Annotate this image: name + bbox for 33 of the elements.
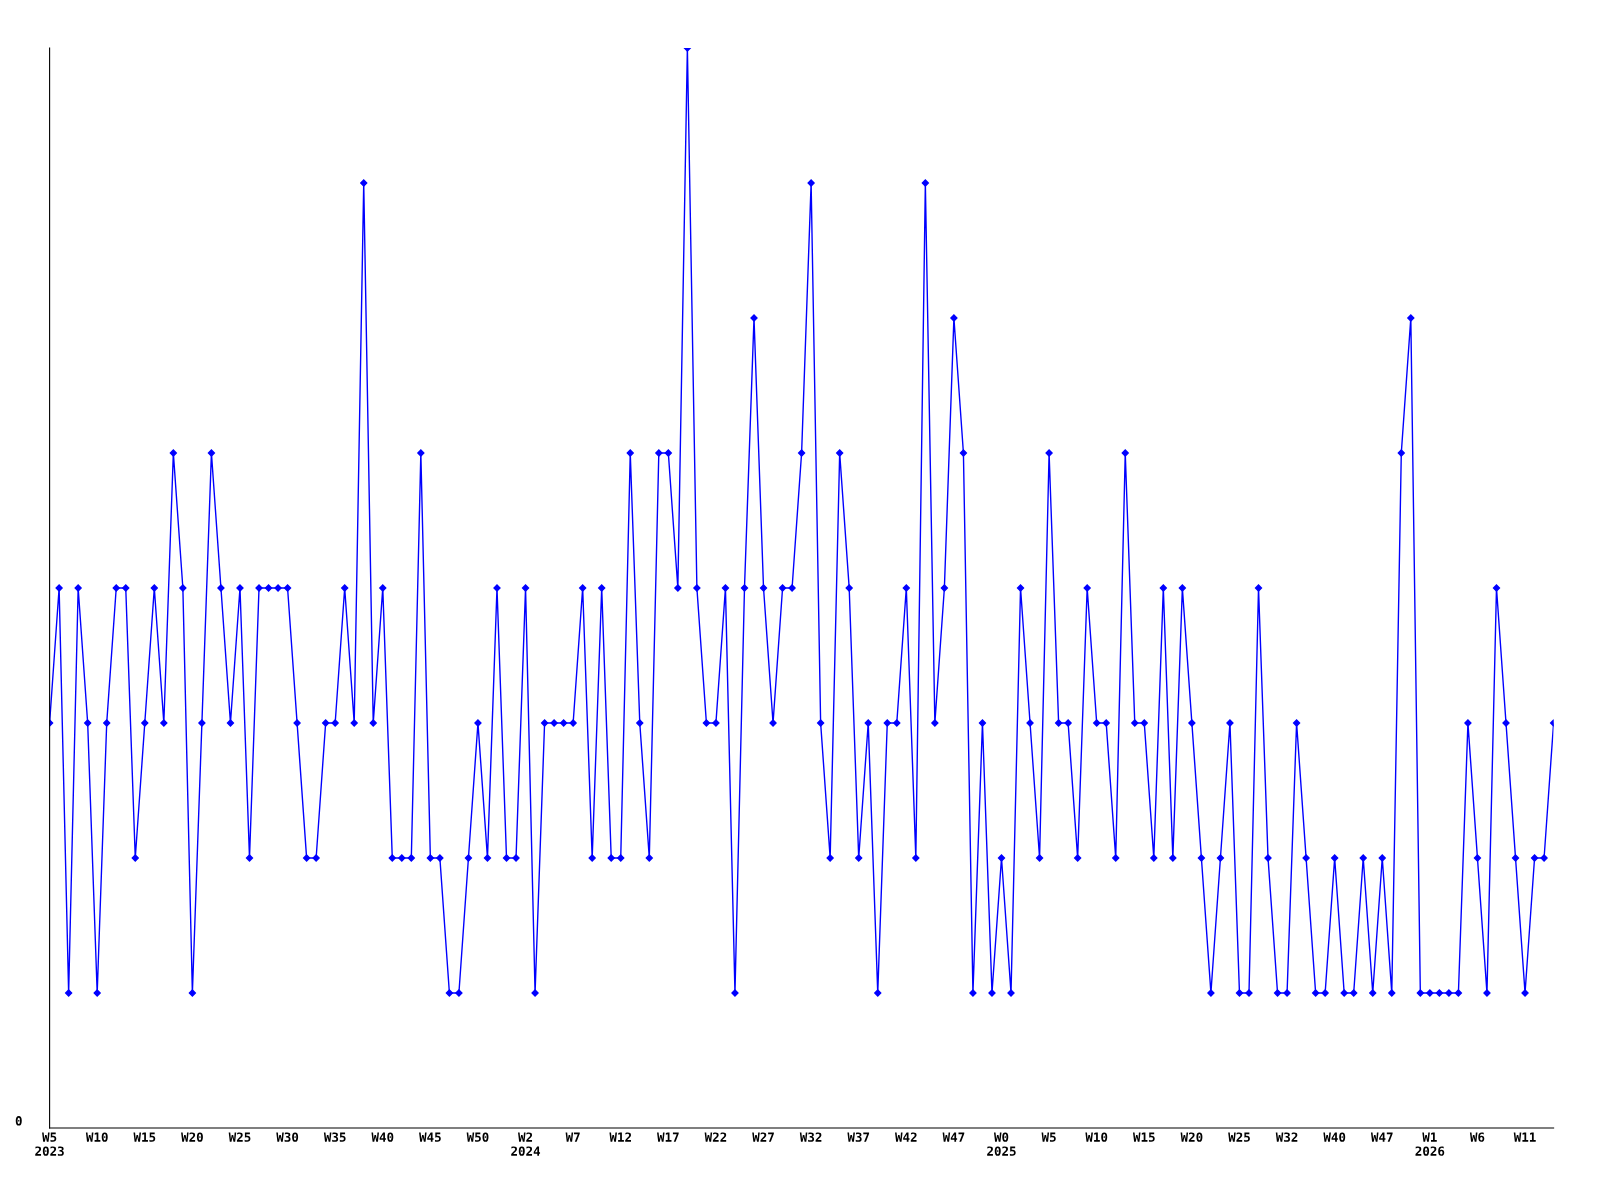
x-tick-label: W7	[565, 1132, 580, 1142]
x-tick-label: W35	[323, 1132, 346, 1142]
x-tick-label: W42	[895, 1132, 917, 1142]
x-tick-label: W47	[1370, 1132, 1393, 1142]
x-tick-label: W12	[609, 1132, 631, 1142]
x-tick-label: W32	[799, 1132, 822, 1142]
x-tick-label: W11	[1513, 1132, 1536, 1142]
x-tick-label: W25	[1228, 1132, 1250, 1142]
x-tick-label: W22	[704, 1132, 727, 1142]
x-tick-label: W25	[228, 1132, 251, 1142]
x-tick-label: W1 2026	[1415, 1132, 1445, 1156]
x-tick-label: W40	[371, 1132, 394, 1142]
x-tick-label: W6	[1469, 1132, 1485, 1142]
x-tick-label: W27	[752, 1132, 774, 1142]
text: 0	[15, 1116, 22, 1126]
x-tick-label: W50	[466, 1132, 489, 1142]
x-tick-label: W15	[133, 1132, 156, 1142]
x-tick-label: W2 2024	[511, 1132, 541, 1156]
x-tick-label: W20	[181, 1132, 203, 1142]
x-tick-label: W0 2025	[987, 1132, 1016, 1156]
x-tick-label: W17	[657, 1132, 679, 1142]
x-tick-label: W45	[419, 1132, 441, 1142]
x-tick-label: W10	[85, 1132, 108, 1142]
x-tick-label: W47	[942, 1132, 965, 1142]
x-tick-label: W32	[1275, 1132, 1298, 1142]
x-tick-label: W37	[847, 1132, 870, 1142]
x-tick-label: W15	[1133, 1132, 1155, 1142]
x-tick-label: W40	[1323, 1132, 1346, 1142]
x-tick-label: W10	[1085, 1132, 1108, 1142]
x-tick-label: W5 2023	[35, 1132, 64, 1156]
x-tick-label: W5	[1041, 1132, 1056, 1142]
x-tick-label: W30	[276, 1132, 299, 1142]
x-tick-label: W20	[1180, 1132, 1203, 1142]
